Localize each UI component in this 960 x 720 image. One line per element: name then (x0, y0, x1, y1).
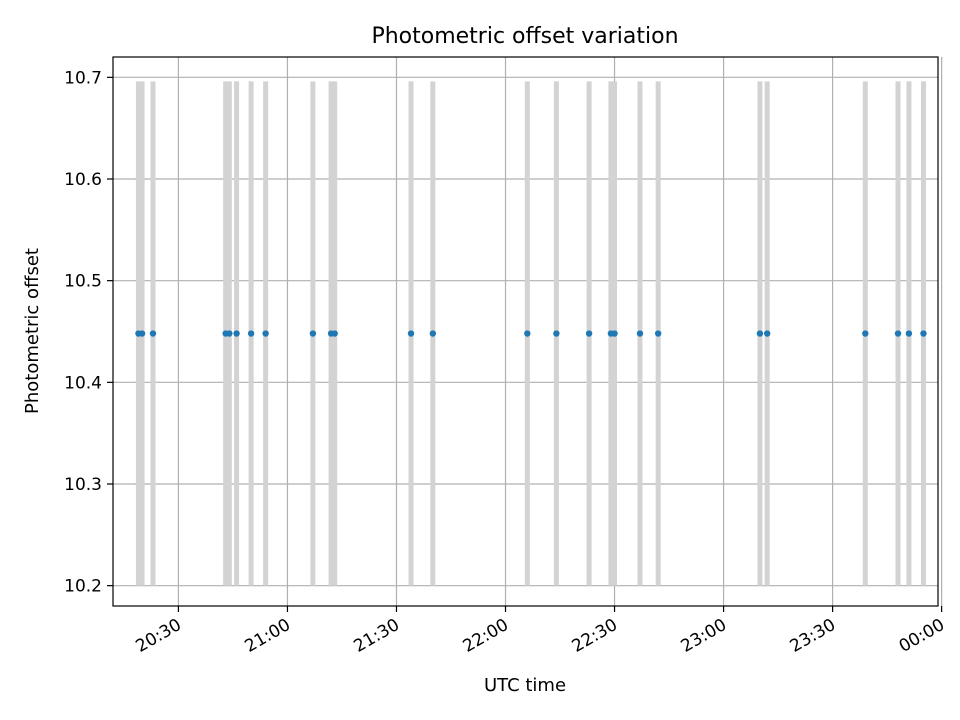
y-tick-label: 10.4 (64, 373, 102, 393)
data-point (654, 330, 662, 337)
data-point (149, 330, 157, 337)
data-point (138, 330, 146, 337)
data-point (585, 330, 593, 337)
data-point (233, 330, 240, 337)
data-point (407, 330, 415, 337)
data-point (894, 330, 902, 337)
data-point (309, 330, 317, 337)
data-point (763, 330, 771, 337)
x-tick-label: 20:30 (132, 615, 184, 657)
data-point (429, 330, 437, 337)
data-point (331, 330, 338, 337)
points (135, 330, 927, 337)
x-tick-label: 23:00 (678, 615, 730, 657)
data-point (920, 330, 927, 337)
bands (135, 81, 926, 586)
data-point (611, 330, 618, 337)
ticks: 10.2 10.3 10.4 10.5 10.6 10.7 20:30 21:00 21:30 2… (64, 68, 948, 656)
data-point (756, 330, 764, 337)
y-tick-label: 10.2 (64, 577, 102, 597)
y-tick-label: 10.6 (64, 170, 102, 190)
data-point (524, 330, 531, 337)
y-tick-label: 10.3 (64, 475, 102, 495)
x-tick-label: 22:00 (460, 615, 512, 657)
x-tick-label: 23:30 (787, 615, 839, 657)
plot-frame (112, 56, 939, 607)
x-tick-label: 21:00 (242, 615, 294, 657)
x-tick-label: 00:00 (896, 615, 948, 657)
data-point (862, 330, 869, 337)
x-tick-label: 21:30 (351, 615, 403, 657)
data-point (636, 330, 644, 337)
data-point (905, 330, 913, 337)
y-axis-label: Photometric offset (22, 248, 43, 414)
y-tick-label: 10.5 (64, 272, 102, 292)
data-point (262, 330, 269, 337)
x-axis-label: UTC time (484, 675, 566, 696)
chart-title: Photometric offset variation (371, 24, 678, 49)
y-tick-label: 10.7 (64, 68, 102, 88)
data-point (553, 330, 560, 337)
x-tick-label: 22:30 (569, 615, 621, 657)
data-point (247, 330, 255, 337)
data-point (226, 330, 233, 337)
